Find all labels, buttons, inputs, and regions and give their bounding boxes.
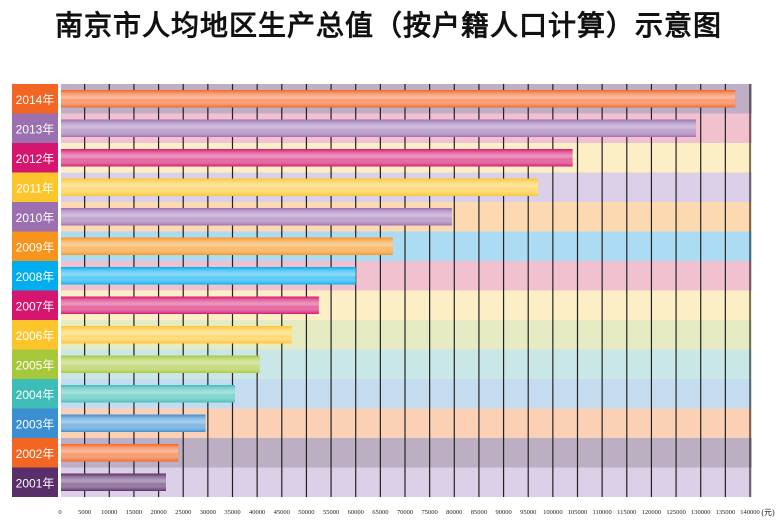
x-tick-label: 75000 xyxy=(422,509,438,516)
x-tick-label: 55000 xyxy=(323,509,339,516)
year-label-box xyxy=(12,320,58,350)
year-label-box xyxy=(12,467,58,497)
year-label: 2010年 xyxy=(16,211,55,225)
chart-title: 南京市人均地区生产总值（按户籍人口计算）示意图 xyxy=(54,9,722,42)
x-tick-label: 110000 xyxy=(593,509,612,516)
x-tick-label: 45000 xyxy=(274,509,290,516)
bar-highlight xyxy=(60,178,539,196)
year-label-box xyxy=(12,231,58,261)
x-tick-label: 25000 xyxy=(175,509,191,516)
bar-highlight xyxy=(60,90,736,108)
bar-highlight xyxy=(60,149,573,167)
x-tick-label: 90000 xyxy=(495,509,511,516)
x-axis-unit-label: (元) xyxy=(761,508,775,517)
year-label: 2001年 xyxy=(16,476,55,490)
bar-highlight xyxy=(60,326,292,344)
x-tick-label: 80000 xyxy=(446,509,462,516)
x-tick-label: 70000 xyxy=(397,509,413,516)
x-tick-label: 100000 xyxy=(543,509,563,516)
x-tick-label: 0 xyxy=(58,509,61,516)
x-tick-label: 5000 xyxy=(78,509,91,516)
bar-highlight xyxy=(60,385,235,403)
x-tick-label: 85000 xyxy=(471,509,487,516)
x-tick-label: 40000 xyxy=(249,509,265,516)
bar-highlight xyxy=(60,119,696,137)
x-tick-label: 95000 xyxy=(520,509,536,516)
x-tick-label: 30000 xyxy=(200,509,216,516)
bar-highlight xyxy=(60,473,166,491)
row-band xyxy=(60,467,752,497)
year-label: 2002年 xyxy=(16,447,55,461)
bar-highlight xyxy=(60,355,260,373)
x-tick-label: 115000 xyxy=(617,509,636,516)
bar-highlight xyxy=(60,414,206,432)
year-label: 2013年 xyxy=(16,122,55,136)
bar-highlight xyxy=(60,237,393,255)
year-label: 2006年 xyxy=(16,329,55,343)
year-label-box xyxy=(12,438,58,468)
year-label-box xyxy=(12,143,58,173)
year-label: 2007年 xyxy=(16,299,55,313)
x-tick-label: 60000 xyxy=(348,509,364,516)
year-label: 2003年 xyxy=(16,417,55,431)
x-tick-label: 15000 xyxy=(126,509,142,516)
year-label: 2012年 xyxy=(16,152,55,166)
bar-highlight xyxy=(60,267,356,285)
bar-highlight xyxy=(60,296,319,314)
x-tick-label: 10000 xyxy=(101,509,117,516)
x-tick-label: 35000 xyxy=(224,509,240,516)
x-tick-label: 20000 xyxy=(150,509,166,516)
x-tick-label: 130000 xyxy=(691,509,711,516)
year-label-box xyxy=(12,349,58,379)
year-label-box xyxy=(12,113,58,143)
x-tick-label: 50000 xyxy=(298,509,314,516)
year-label: 2009年 xyxy=(16,240,55,254)
x-tick-label: 135000 xyxy=(716,509,736,516)
bar-highlight xyxy=(60,208,452,226)
x-tick-label: 125000 xyxy=(666,509,686,516)
x-tick-label: 140000 xyxy=(740,509,760,516)
year-label: 2014年 xyxy=(16,93,55,107)
x-tick-label: 120000 xyxy=(642,509,662,516)
bar-highlight xyxy=(60,444,179,462)
year-label: 2005年 xyxy=(16,358,55,372)
year-label-box xyxy=(12,172,58,202)
x-tick-label: 105000 xyxy=(568,509,588,516)
year-label-box xyxy=(12,261,58,291)
year-label: 2008年 xyxy=(16,270,55,284)
year-label-box xyxy=(12,202,58,232)
year-label-box xyxy=(12,379,58,409)
year-label: 2004年 xyxy=(16,388,55,402)
year-label: 2011年 xyxy=(16,181,54,195)
x-tick-label: 65000 xyxy=(372,509,388,516)
year-label-box xyxy=(12,408,58,438)
year-label-box xyxy=(12,290,58,320)
year-label-box xyxy=(12,84,58,114)
